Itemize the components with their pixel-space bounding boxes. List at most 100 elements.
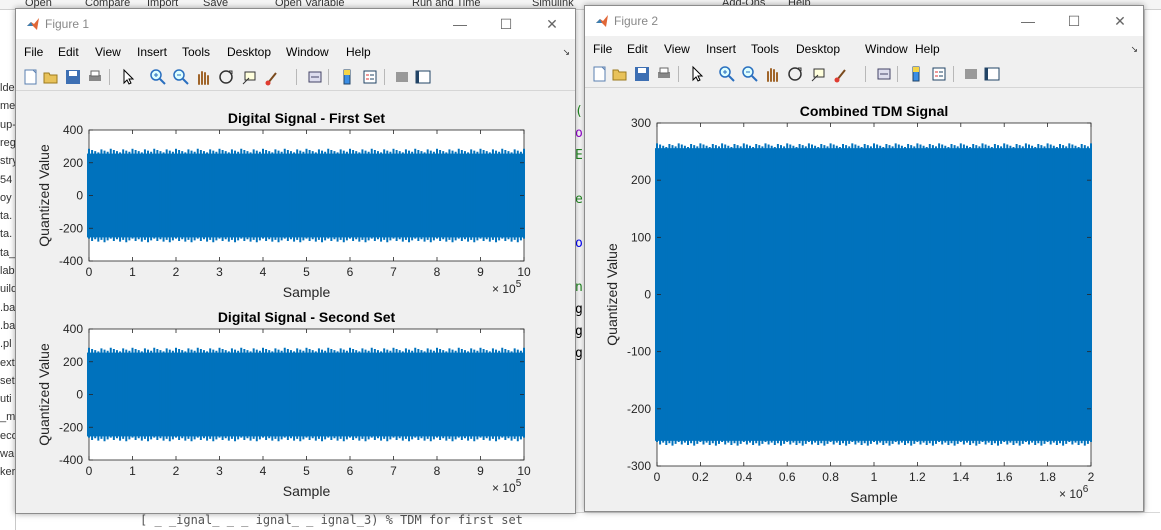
data-cursor-icon[interactable] [241, 68, 259, 86]
edit-plot-icon[interactable] [688, 65, 706, 83]
folder-item[interactable]: stry [0, 155, 16, 168]
menu-view[interactable]: View [95, 45, 121, 59]
toolstrip-add-ons[interactable]: Add-Ons [722, 0, 765, 9]
folder-item[interactable]: up- [0, 118, 16, 131]
new-figure-icon[interactable] [591, 65, 609, 83]
open-icon[interactable] [42, 68, 60, 86]
folder-item[interactable]: reg [0, 136, 16, 149]
print-icon[interactable] [86, 68, 104, 86]
zoom-out-icon[interactable] [741, 65, 759, 83]
new-figure-icon[interactable] [22, 68, 40, 86]
axes-0[interactable]: 0 1 2 3 4 5 6 7 8 9 10 400 200 0 -200 -400 Digital Signa… [36, 110, 531, 300]
folder-item[interactable]: uild [0, 283, 16, 296]
folder-item[interactable]: wa [0, 448, 15, 460]
folder-item[interactable]: ker [0, 466, 16, 479]
minimize-button[interactable]: — [1021, 13, 1035, 29]
close-button[interactable]: ✕ [546, 15, 558, 32]
folder-item[interactable]: eco [0, 429, 16, 442]
toolstrip-import[interactable]: Import [147, 0, 179, 9]
zoom-out-icon[interactable] [172, 68, 190, 86]
x-tick-label: 0.6 [779, 470, 796, 484]
figure-1-titlebar[interactable]: Figure 1 — ☐ ✕ [16, 9, 575, 39]
brush-icon[interactable] [264, 68, 282, 86]
maximize-button[interactable]: ☐ [499, 15, 513, 32]
menu-edit[interactable]: Edit [627, 42, 648, 56]
folder-item[interactable]: ext [0, 356, 15, 369]
save-icon[interactable] [64, 68, 82, 86]
hide-plot-tools-icon[interactable] [393, 68, 411, 86]
menu-insert[interactable]: Insert [706, 42, 737, 56]
close-button[interactable]: ✕ [1114, 12, 1126, 29]
folder-item[interactable]: ta. [0, 210, 13, 223]
folder-item[interactable]: lde [0, 82, 15, 94]
menubar-dock-arrow-icon[interactable]: ↘ [1130, 44, 1138, 54]
toolstrip-run-and-time[interactable]: Run and Time [412, 0, 481, 9]
menu-tools[interactable]: Tools [182, 45, 211, 59]
y-tick-label: -200 [627, 402, 651, 416]
data-cursor-icon[interactable] [810, 65, 828, 83]
maximize-button[interactable]: ☐ [1067, 12, 1081, 29]
legend-icon[interactable] [930, 65, 948, 83]
save-icon[interactable] [633, 65, 651, 83]
print-icon[interactable] [655, 65, 673, 83]
zoom-in-icon[interactable] [149, 68, 167, 86]
folder-item[interactable]: me [0, 100, 16, 113]
menu-view[interactable]: View [664, 42, 690, 56]
folder-item[interactable]: set [0, 374, 15, 387]
folder-item[interactable]: 54 [0, 173, 13, 186]
toolstrip-help[interactable]: Help [788, 0, 811, 9]
menu-help[interactable]: Help [915, 42, 940, 56]
toolstrip-simulink[interactable]: Simulink [532, 0, 574, 9]
menu-desktop[interactable]: Desktop [227, 45, 272, 59]
rotate-icon[interactable] [217, 68, 235, 86]
link-icon[interactable] [306, 68, 324, 86]
toolstrip-open[interactable]: Open [25, 0, 52, 9]
colorbar-icon[interactable] [907, 65, 925, 83]
folder-item[interactable]: .ba [0, 301, 16, 314]
minimize-button[interactable]: — [453, 16, 467, 32]
matlab-logo-icon [27, 18, 39, 30]
menu-window[interactable]: Window [286, 45, 329, 59]
hide-plot-tools-icon[interactable] [962, 65, 980, 83]
colorbar-icon[interactable] [338, 68, 356, 86]
axes-2[interactable]: 0 0.2 0.4 0.6 0.8 1 1.2 1.4 1.6 1.8 2 300 200 100 0 -10… [604, 103, 1095, 505]
zoom-in-icon[interactable] [718, 65, 736, 83]
figure-2-titlebar[interactable]: Figure 2 — ☐ ✕ [585, 6, 1143, 36]
brush-icon[interactable] [833, 65, 851, 83]
toolstrip-compare[interactable]: Compare [85, 0, 131, 9]
show-plot-tools-icon[interactable] [983, 65, 1001, 83]
folder-item[interactable]: .ba [0, 319, 16, 332]
folder-item[interactable]: uti [0, 393, 12, 406]
pan-icon[interactable] [194, 68, 212, 86]
y-tick-label: -400 [59, 254, 83, 268]
menu-tools[interactable]: Tools [751, 42, 780, 56]
figure-2-toolbar [585, 60, 1143, 88]
toolstrip-open-variable[interactable]: Open Variable [275, 0, 345, 9]
edit-plot-icon[interactable] [119, 68, 137, 86]
menu-edit[interactable]: Edit [58, 45, 79, 59]
menu-file[interactable]: File [24, 45, 44, 59]
menu-desktop[interactable]: Desktop [796, 42, 841, 56]
menu-insert[interactable]: Insert [137, 45, 168, 59]
legend-icon[interactable] [361, 68, 379, 86]
x-tick-label: 7 [390, 265, 397, 279]
open-icon[interactable] [611, 65, 629, 83]
folder-item[interactable]: .pl [0, 338, 12, 351]
folder-item[interactable]: oy [0, 191, 12, 204]
menu-help[interactable]: Help [346, 45, 371, 59]
menubar-dock-arrow-icon[interactable]: ↘ [562, 47, 570, 57]
axes-1[interactable]: 0 1 2 3 4 5 6 7 8 9 10 400 200 0 -200 -400 Digital Signa… [36, 309, 531, 499]
folder-item[interactable]: ta_ [0, 246, 16, 259]
pan-icon[interactable] [763, 65, 781, 83]
show-plot-tools-icon[interactable] [414, 68, 432, 86]
toolstrip-save[interactable]: Save [203, 0, 229, 9]
figure-2-axes-canvas[interactable]: 0 0.2 0.4 0.6 0.8 1 1.2 1.4 1.6 1.8 2 300 200 100 0 -10… [585, 89, 1143, 512]
folder-item[interactable]: lab [0, 265, 15, 277]
menu-file[interactable]: File [593, 42, 613, 56]
folder-item[interactable]: ta. [0, 228, 13, 241]
link-icon[interactable] [875, 65, 893, 83]
folder-item[interactable]: _m [0, 411, 16, 424]
menu-window[interactable]: Window [865, 42, 908, 56]
rotate-icon[interactable] [786, 65, 804, 83]
